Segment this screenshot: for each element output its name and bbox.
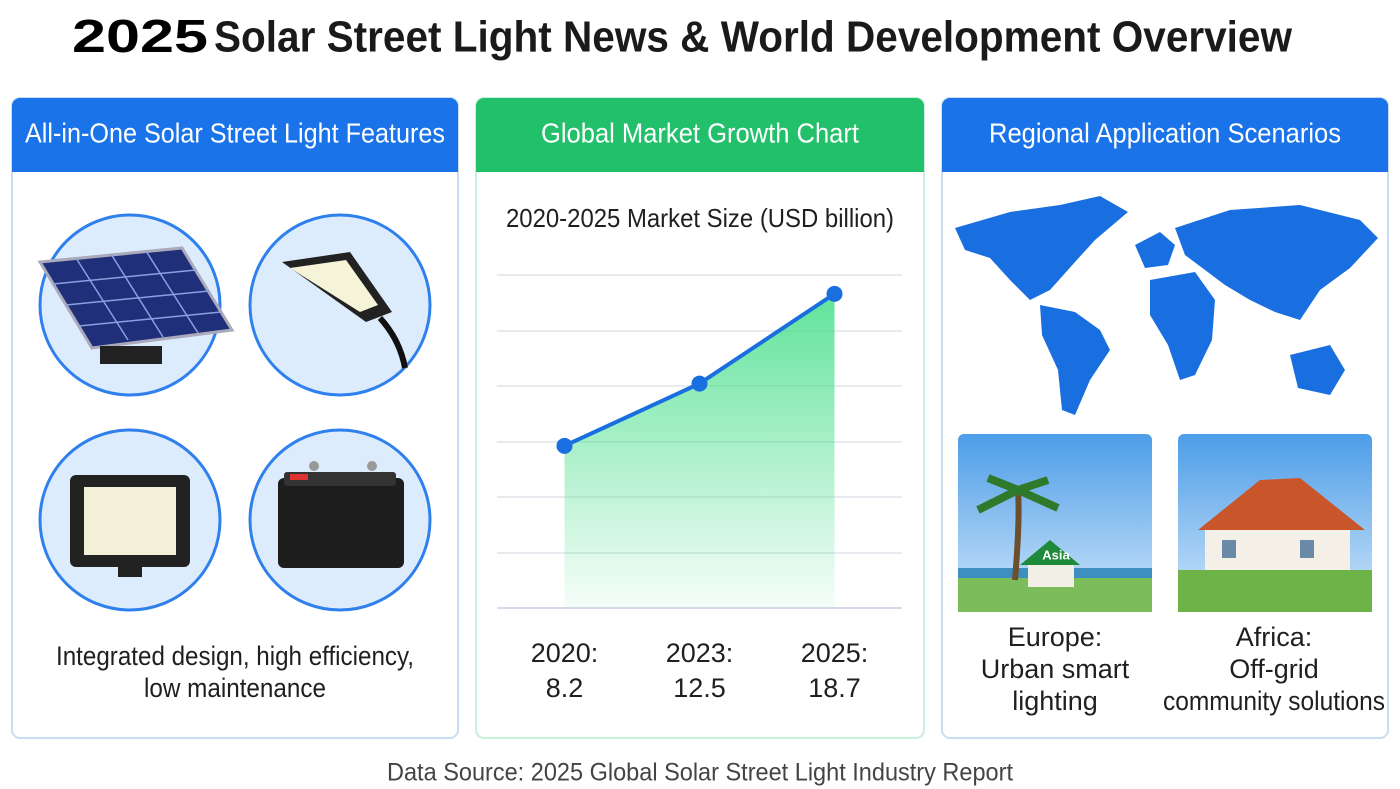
africa-photo	[1178, 434, 1372, 612]
value-label: 18.7	[808, 673, 861, 703]
solar-panel-icon	[37, 246, 235, 364]
x-tick-label: 2025:	[801, 638, 869, 668]
world-map	[955, 196, 1378, 415]
footer-source: Data Source: 2025 Global Solar Street Li…	[387, 759, 1013, 787]
value-label: 12.5	[673, 673, 726, 703]
panel-header	[12, 98, 458, 172]
europe-photo: Asia	[958, 434, 1152, 612]
street-light-icon	[282, 252, 408, 369]
chart-title: 2020-2025 Market Size (USD billion)	[506, 203, 894, 233]
title: Solar Street Light News & World Developm…	[214, 13, 1293, 62]
scenario-caption: Off-grid	[1229, 654, 1319, 684]
panel-title: Global Market Growth Chart	[541, 117, 859, 148]
scenario-caption: Urban smart	[981, 654, 1130, 684]
battery-icon	[278, 461, 404, 568]
point	[691, 375, 708, 392]
point	[556, 437, 573, 454]
title-year: 2025	[72, 10, 208, 62]
panel-title: Regional Application Scenarios	[989, 117, 1341, 148]
x-tick-label: 2020:	[531, 638, 599, 668]
scenario-caption: Europe:	[1008, 622, 1103, 652]
features-panel: All-in-One Solar Street Light Features I…	[11, 97, 459, 739]
scenario-caption: Africa:	[1236, 622, 1313, 652]
x-tick-label: 2023:	[666, 638, 734, 668]
value-label: 8.2	[546, 673, 584, 703]
panel-caption: Integrated design, high efficiency,	[56, 641, 414, 671]
panel-title: All-in-One Solar Street Light Features	[25, 117, 445, 148]
scenario-caption: community solutions	[1163, 686, 1385, 716]
line-area	[564, 293, 835, 608]
scenario-caption: lighting	[1012, 686, 1098, 716]
photo-sign: Asia	[1042, 547, 1070, 562]
chart-panel: Global Market Growth Chart 2020-2025 Mar…	[475, 97, 925, 739]
panel-header	[476, 98, 924, 172]
floodlight-icon	[70, 475, 190, 577]
point	[826, 285, 843, 302]
regional-panel: Regional Application Scenarios Asia	[941, 97, 1389, 739]
panel-caption: low maintenance	[144, 673, 326, 703]
panel-header	[942, 98, 1388, 172]
